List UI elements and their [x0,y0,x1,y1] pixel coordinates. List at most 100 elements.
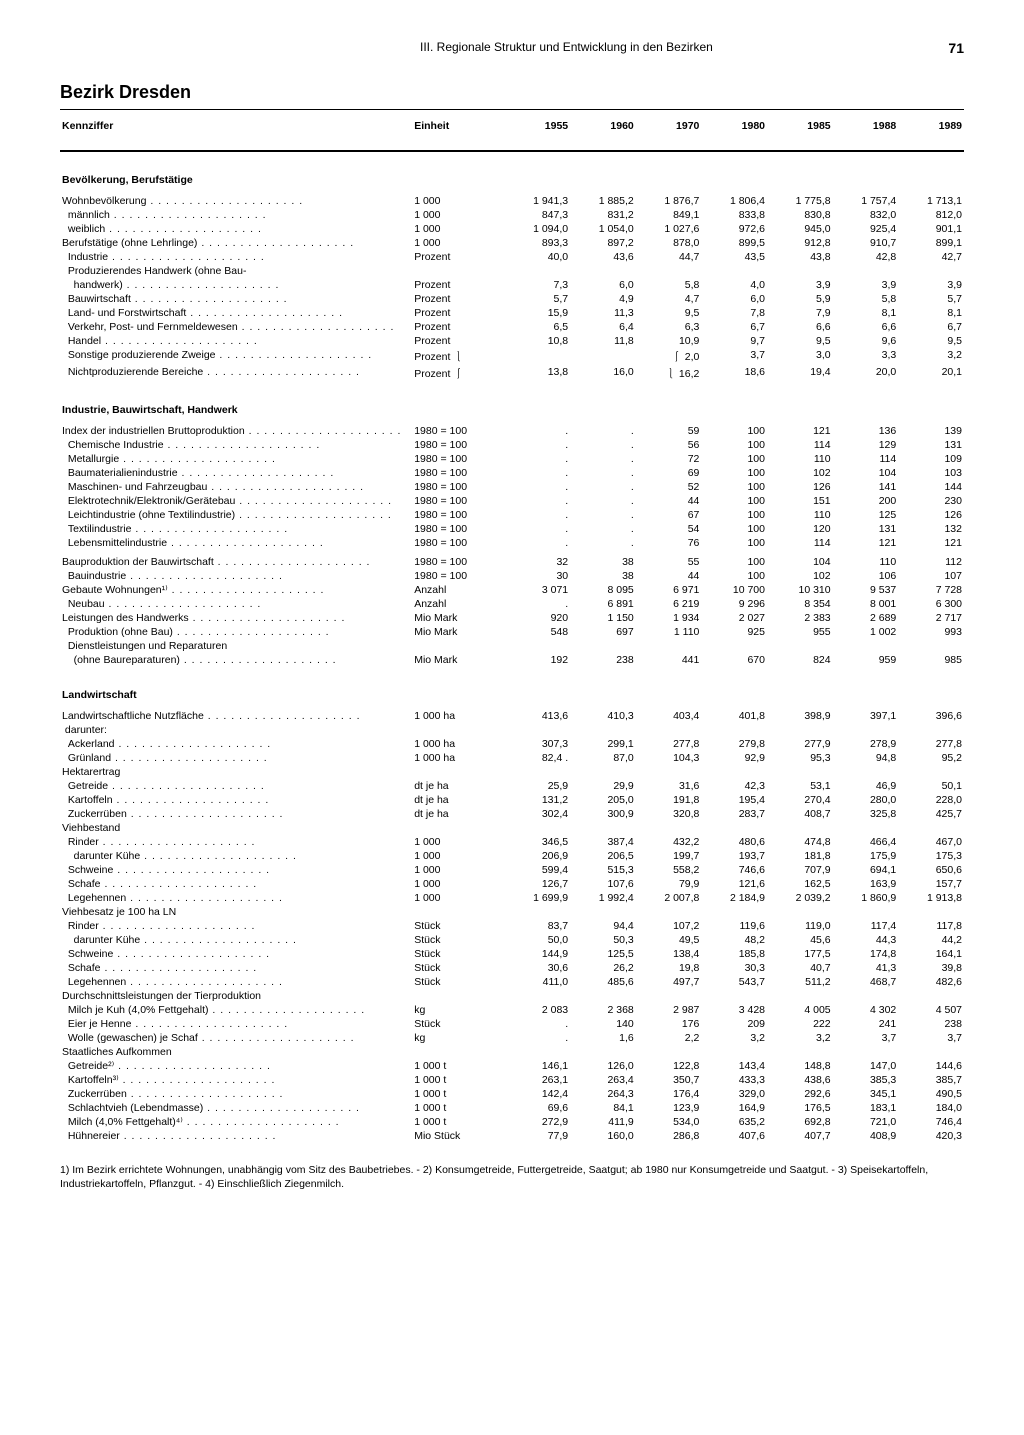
row-unit [412,989,504,1003]
cell-value: 278,9 [833,737,899,751]
row-unit: 1 000 ha [412,709,504,723]
row-label: Index der industriellen Bruttoproduktion [60,424,412,438]
cell-value: 100 [701,522,767,536]
table-row: Wohnbevölkerung1 0001 941,31 885,21 876,… [60,194,964,208]
cell-value: 3,7 [833,1031,899,1045]
row-label: Zuckerrüben [60,1087,412,1101]
row-label: Hektarertrag [60,765,412,779]
cell-value: 1 941,3 [505,194,571,208]
cell-value: 3,3 [833,348,899,365]
col-year: 1989 [898,114,964,151]
cell-value: 3,2 [898,348,964,365]
table-row: Textilindustrie1980 = 100..5410012013113… [60,522,964,536]
row-label: Kartoffeln³⁾ [60,1073,412,1087]
cell-value [505,264,571,278]
row-unit: Prozent [412,292,504,306]
rule-top [60,109,964,110]
table-row: Lebensmittelindustrie1980 = 100..7610011… [60,536,964,550]
cell-value: 20,1 [898,365,964,382]
cell-value: 67 [636,508,702,522]
cell-value: 1,6 [570,1031,636,1045]
cell-value: 94,4 [570,919,636,933]
cell-value: 140 [570,1017,636,1031]
row-unit: 1 000 [412,835,504,849]
cell-value: 162,5 [767,877,833,891]
cell-value: 199,7 [636,849,702,863]
table-row: LegehennenStück411,0485,6497,7543,7511,2… [60,975,964,989]
cell-value: 107,6 [570,877,636,891]
cell-value: . [505,466,571,480]
cell-value: . [570,494,636,508]
table-row: Zuckerrübendt je ha302,4300,9320,8283,74… [60,807,964,821]
cell-value: 408,7 [767,807,833,821]
table-row: Baumaterialienindustrie1980 = 100..69100… [60,466,964,480]
row-label: Rinder [60,835,412,849]
row-label: männlich [60,208,412,222]
cell-value: 110 [833,550,899,569]
cell-value [636,989,702,1003]
cell-value: 163,9 [833,877,899,891]
cell-value: 746,4 [898,1115,964,1129]
row-label: Leichtindustrie (ohne Textilindustrie) [60,508,412,522]
cell-value: 8 354 [767,597,833,611]
section-header: Industrie, Bauwirtschaft, Handwerk [60,382,964,424]
row-label: Eier je Henne [60,1017,412,1031]
row-label: Sonstige produzierende Zweige [60,348,412,365]
cell-value: 277,8 [636,737,702,751]
row-label: Berufstätige (ohne Lehrlinge) [60,236,412,250]
cell-value: 122,8 [636,1059,702,1073]
cell-value: 129 [833,438,899,452]
row-label: Produktion (ohne Bau) [60,625,412,639]
table-row: Schweine1 000599,4515,3558,2746,6707,969… [60,863,964,877]
cell-value [636,264,702,278]
cell-value: 1 713,1 [898,194,964,208]
col-year: 1955 [505,114,571,151]
cell-value: 899,1 [898,236,964,250]
cell-value: 9,6 [833,334,899,348]
row-label: Milch (4,0% Fettgehalt)⁴⁾ [60,1115,412,1129]
cell-value: 300,9 [570,807,636,821]
cell-value: 263,1 [505,1073,571,1087]
cell-value: 40,0 [505,250,571,264]
cell-value [767,1045,833,1059]
cell-value: 485,6 [570,975,636,989]
cell-value: 3,7 [898,1031,964,1045]
cell-value: 920 [505,611,571,625]
cell-value: 299,1 [570,737,636,751]
cell-value: 141 [833,480,899,494]
cell-value: 100 [701,508,767,522]
table-row: darunter KüheStück50,050,349,548,245,644… [60,933,964,947]
row-unit: 1 000 [412,236,504,250]
row-label: Schweine [60,863,412,877]
cell-value: 121 [898,536,964,550]
cell-value: 7 728 [898,583,964,597]
cell-value: 144,9 [505,947,571,961]
cell-value: 53,1 [767,779,833,793]
row-unit: 1 000 t [412,1087,504,1101]
row-label: Bauindustrie [60,569,412,583]
cell-value [701,723,767,737]
cell-value [636,905,702,919]
row-unit: 1 000 [412,208,504,222]
cell-value: 114 [767,536,833,550]
cell-value [505,905,571,919]
col-year: 1988 [833,114,899,151]
table-row: Landwirtschaftliche Nutzfläche1 000 ha41… [60,709,964,723]
cell-value [636,1045,702,1059]
table-row: Grünland1 000 ha82,4 .87,0104,392,995,39… [60,751,964,765]
cell-value: 112 [898,550,964,569]
row-unit: 1 000 ha [412,751,504,765]
cell-value: 228,0 [898,793,964,807]
table-row: Elektrotechnik/Elektronik/Gerätebau1980 … [60,494,964,508]
cell-value: 263,4 [570,1073,636,1087]
cell-value: 10 700 [701,583,767,597]
cell-value: 164,1 [898,947,964,961]
row-unit: Stück [412,947,504,961]
cell-value: 279,8 [701,737,767,751]
row-unit [412,905,504,919]
cell-value: 121,6 [701,877,767,891]
table-row: Zuckerrüben1 000 t142,4264,3176,4329,029… [60,1087,964,1101]
cell-value: 912,8 [767,236,833,250]
cell-value [833,989,899,1003]
cell-value: 3,9 [767,278,833,292]
